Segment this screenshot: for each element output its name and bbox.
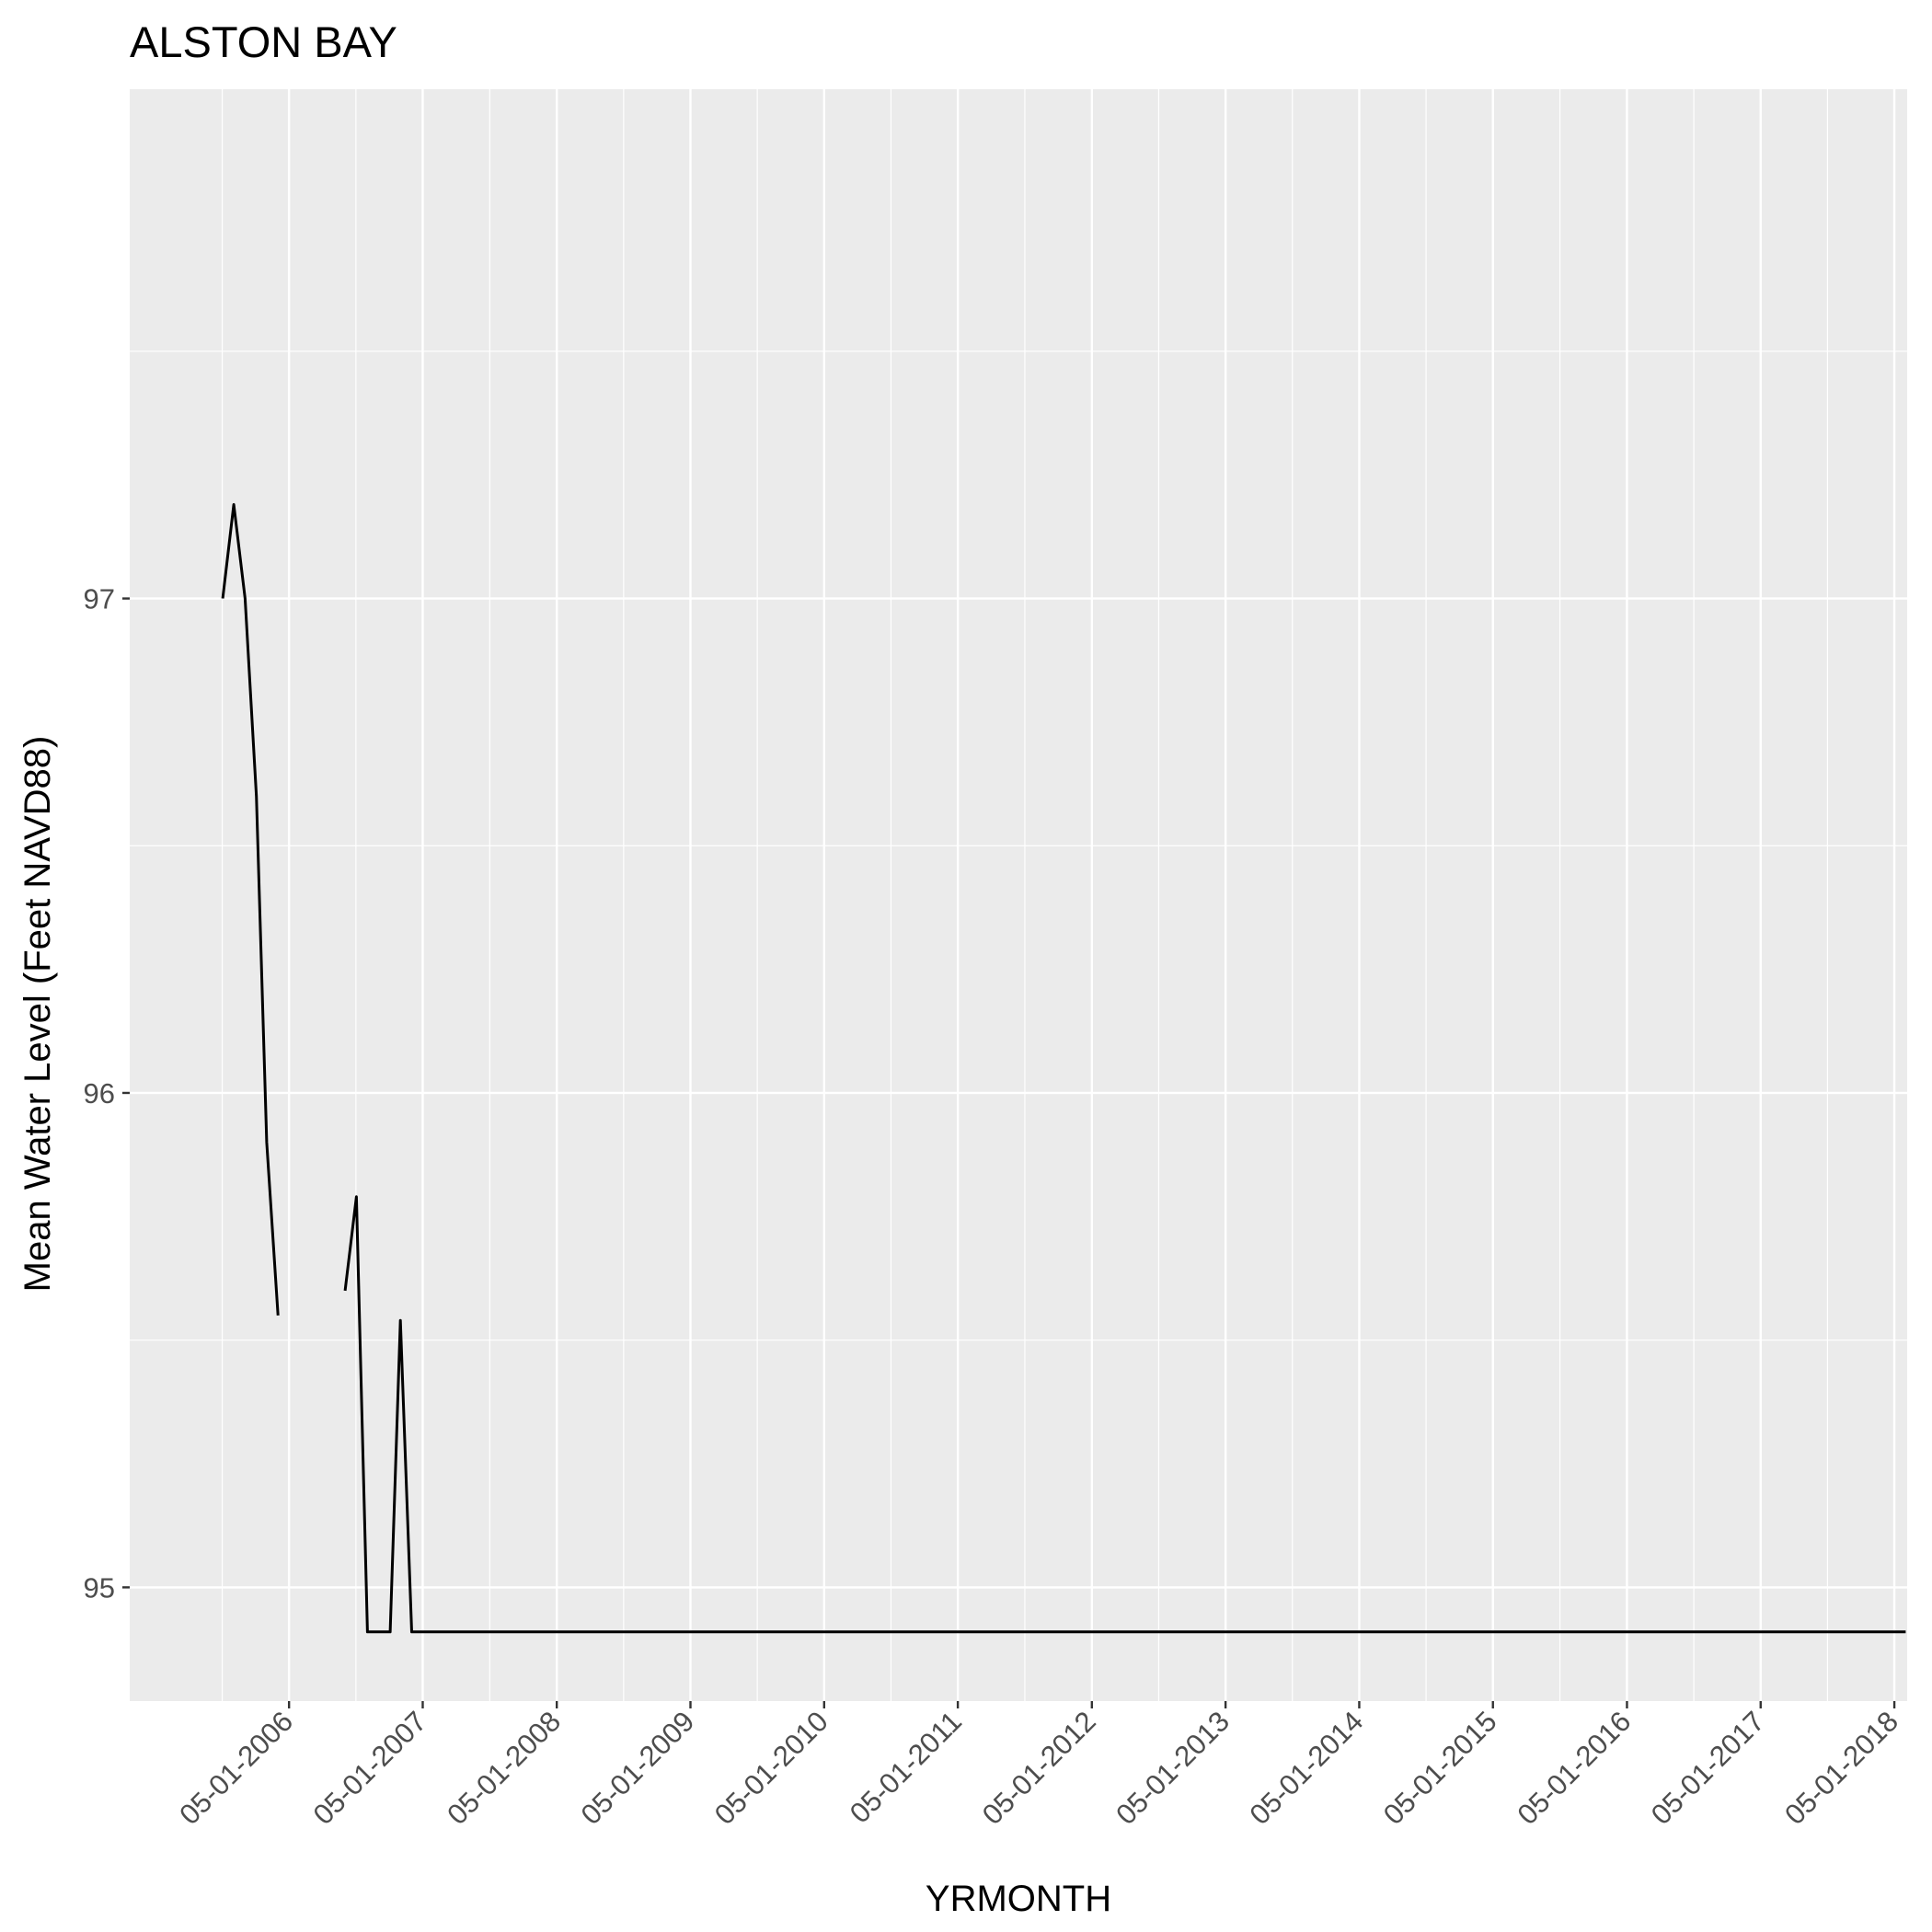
data-marks (221, 502, 1906, 1634)
y-axis-title: Mean Water Level (Feet NAVD88) (17, 736, 58, 1293)
x-tick-label: 05-01-2016 (1512, 1705, 1638, 1831)
x-tick-label: 05-01-2006 (173, 1705, 299, 1831)
y-axis: 95 96 97 (84, 583, 130, 1604)
x-tick-label: 05-01-2007 (307, 1705, 433, 1831)
grid-lines (130, 89, 1907, 1701)
x-tick-label: 05-01-2017 (1645, 1705, 1771, 1831)
x-axis: 05-01-2006 05-01-2007 05-01-2008 05-01-2009… (173, 1701, 1904, 1831)
x-tick-label: 05-01-2008 (441, 1705, 567, 1831)
x-tick-label: 05-01-2014 (1244, 1705, 1370, 1831)
x-tick-label: 05-01-2013 (1110, 1705, 1236, 1831)
plot-panel (130, 89, 1907, 1701)
x-tick-label: 05-01-2015 (1377, 1705, 1503, 1831)
x-tick-label: 05-01-2009 (575, 1705, 701, 1831)
y-tick-label: 97 (84, 583, 115, 615)
y-tick-label: 95 (84, 1571, 115, 1604)
x-axis-title: YRMONTH (926, 1879, 1111, 1919)
x-tick-label: 05-01-2010 (708, 1705, 834, 1831)
x-tick-label: 05-01-2018 (1778, 1705, 1904, 1831)
y-tick-label: 96 (84, 1077, 115, 1110)
x-tick-label: 05-01-2011 (844, 1705, 968, 1829)
chart-title: ALSTON BAY (130, 17, 397, 66)
x-tick-label: 05-01-2012 (976, 1705, 1102, 1831)
water-level-line (221, 502, 1906, 1634)
